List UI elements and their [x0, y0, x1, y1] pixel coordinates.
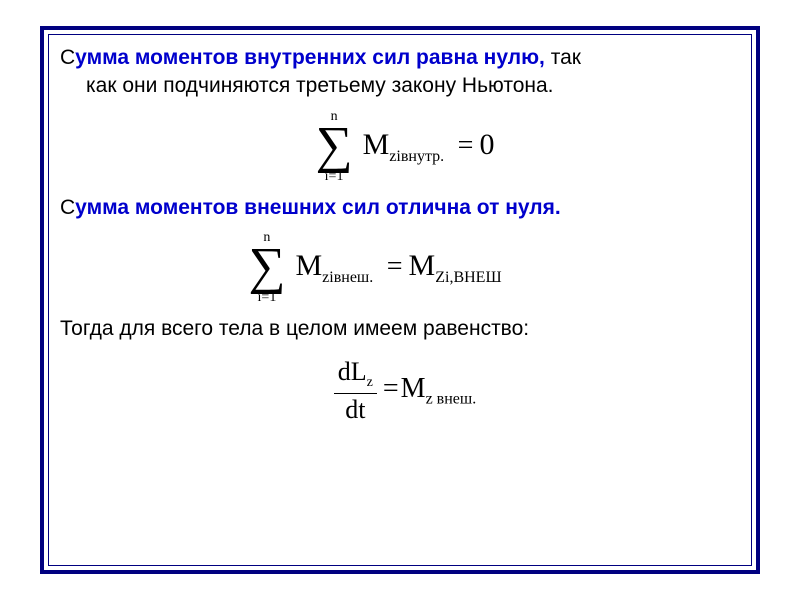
eq3-line: dLz dt =Mz внеш. — [334, 358, 476, 423]
eq3-fraction: dLz dt — [334, 358, 377, 423]
eq2-R: M — [409, 249, 436, 282]
p2-blue: умма моментов внешних сил отлична от нул… — [75, 196, 561, 219]
eq3-num-sub: z — [367, 375, 373, 390]
eq2-sum: n ∑ i=1 Mziвнеш. =MZi,ВНЕШ — [248, 231, 501, 305]
equation-3: dLz dt =Mz внеш. — [60, 358, 750, 423]
equation-1: n ∑ i=1 Mziвнутр. =0 — [60, 107, 750, 184]
eq3-numerator: dLz — [334, 358, 377, 391]
eq2-term: Mziвнеш. =MZi,ВНЕШ — [295, 249, 501, 287]
eq3-rhs: =Mz внеш. — [383, 373, 476, 409]
eq3-num-d: dL — [338, 357, 367, 386]
eq1-M-sub: ziвнутр. — [389, 148, 444, 165]
eq3-equals: = — [383, 373, 401, 404]
eq2-sigma-col: n ∑ i=1 — [248, 231, 285, 305]
content-area: Сумма моментов внутренних сил равна нулю… — [60, 44, 750, 560]
p3-text: Тогда для всего тела в целом имеем равен… — [60, 317, 529, 340]
eq1-sum-lower: i=1 — [325, 170, 344, 184]
eq2-sum-lower: i=1 — [258, 291, 277, 305]
paragraph-1: Сумма моментов внутренних сил равна нулю… — [60, 44, 750, 101]
paragraph-2: Сумма моментов внешних сил отлична от ну… — [60, 194, 750, 222]
eq2-M: M — [295, 249, 322, 282]
p1-blue: умма моментов внутренних сил равна нулю, — [75, 46, 545, 69]
eq3-fraction-bar — [334, 393, 377, 394]
eq3-denominator: dt — [341, 396, 369, 423]
paragraph-3: Тогда для всего тела в целом имеем равен… — [60, 315, 750, 343]
eq3-R-sub: z внеш. — [426, 390, 477, 407]
eq2-R-sub: Zi,ВНЕШ — [435, 269, 501, 286]
p1-lead: С — [60, 46, 75, 69]
eq1-sigma-col: n ∑ i=1 — [316, 110, 353, 184]
eq1-rhs: 0 — [479, 128, 494, 161]
slide: Сумма моментов внутренних сил равна нулю… — [0, 0, 800, 600]
eq1-equals: = — [452, 130, 480, 161]
sigma-icon: ∑ — [248, 245, 285, 289]
eq2-equals: = — [381, 251, 409, 282]
eq1-sum: n ∑ i=1 Mziвнутр. =0 — [316, 110, 495, 184]
eq1-M: M — [363, 128, 390, 161]
eq2-M-sub: ziвнеш. — [322, 269, 373, 286]
p1-rest: так — [545, 46, 581, 69]
sigma-icon: ∑ — [316, 124, 353, 168]
equation-2: n ∑ i=1 Mziвнеш. =MZi,ВНЕШ — [60, 228, 750, 305]
eq3-R: M — [401, 373, 426, 404]
p2-lead: С — [60, 196, 75, 219]
eq1-term: Mziвнутр. =0 — [363, 128, 495, 166]
p1-line2: как они подчиняются третьему закону Ньют… — [60, 72, 750, 100]
